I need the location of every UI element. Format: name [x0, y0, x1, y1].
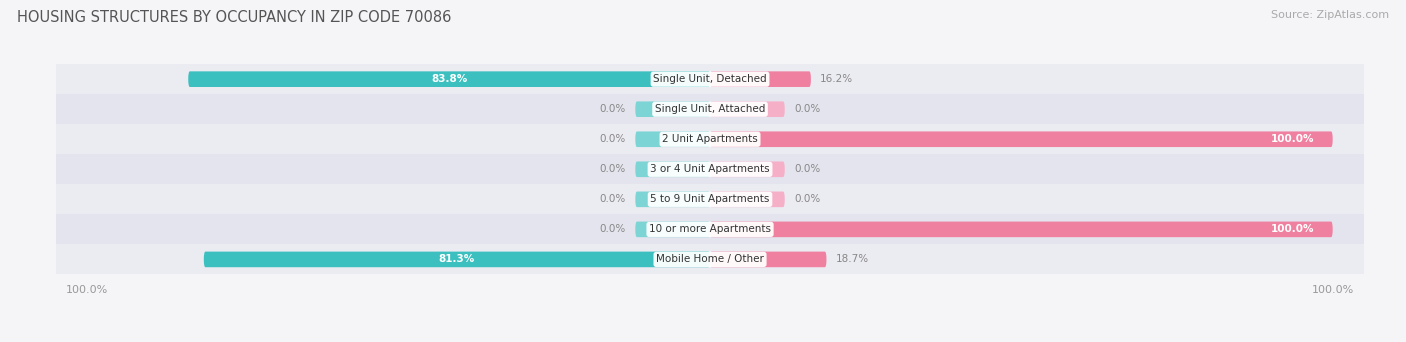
Text: 0.0%: 0.0%: [600, 224, 626, 234]
FancyBboxPatch shape: [710, 192, 785, 207]
FancyBboxPatch shape: [636, 131, 710, 147]
FancyBboxPatch shape: [636, 161, 710, 177]
FancyBboxPatch shape: [636, 192, 710, 207]
Text: HOUSING STRUCTURES BY OCCUPANCY IN ZIP CODE 70086: HOUSING STRUCTURES BY OCCUPANCY IN ZIP C…: [17, 10, 451, 25]
FancyBboxPatch shape: [188, 71, 710, 87]
Text: 0.0%: 0.0%: [600, 104, 626, 114]
Text: 18.7%: 18.7%: [835, 254, 869, 264]
Bar: [56, 64, 1364, 94]
Text: Source: ZipAtlas.com: Source: ZipAtlas.com: [1271, 10, 1389, 20]
Text: Single Unit, Attached: Single Unit, Attached: [655, 104, 765, 114]
Bar: [56, 94, 1364, 124]
FancyBboxPatch shape: [710, 222, 1333, 237]
Text: 2 Unit Apartments: 2 Unit Apartments: [662, 134, 758, 144]
Text: 16.2%: 16.2%: [820, 74, 853, 84]
FancyBboxPatch shape: [710, 161, 785, 177]
Text: Single Unit, Detached: Single Unit, Detached: [654, 74, 766, 84]
Bar: [56, 154, 1364, 184]
Text: 83.8%: 83.8%: [432, 74, 467, 84]
Bar: [56, 214, 1364, 245]
FancyBboxPatch shape: [636, 101, 710, 117]
Text: 10 or more Apartments: 10 or more Apartments: [650, 224, 770, 234]
Text: 0.0%: 0.0%: [794, 164, 820, 174]
Text: 0.0%: 0.0%: [600, 134, 626, 144]
FancyBboxPatch shape: [710, 131, 1333, 147]
Text: 0.0%: 0.0%: [794, 104, 820, 114]
FancyBboxPatch shape: [710, 252, 827, 267]
Bar: [56, 245, 1364, 274]
Text: 81.3%: 81.3%: [439, 254, 475, 264]
FancyBboxPatch shape: [636, 222, 710, 237]
FancyBboxPatch shape: [710, 101, 785, 117]
Text: 5 to 9 Unit Apartments: 5 to 9 Unit Apartments: [651, 194, 769, 204]
Text: Mobile Home / Other: Mobile Home / Other: [657, 254, 763, 264]
Text: 0.0%: 0.0%: [600, 194, 626, 204]
Text: 100.0%: 100.0%: [1271, 224, 1315, 234]
Text: 3 or 4 Unit Apartments: 3 or 4 Unit Apartments: [650, 164, 770, 174]
Bar: [56, 184, 1364, 214]
Text: 0.0%: 0.0%: [794, 194, 820, 204]
FancyBboxPatch shape: [710, 71, 811, 87]
Text: 100.0%: 100.0%: [1271, 134, 1315, 144]
Text: 0.0%: 0.0%: [600, 164, 626, 174]
Bar: [56, 124, 1364, 154]
FancyBboxPatch shape: [204, 252, 710, 267]
